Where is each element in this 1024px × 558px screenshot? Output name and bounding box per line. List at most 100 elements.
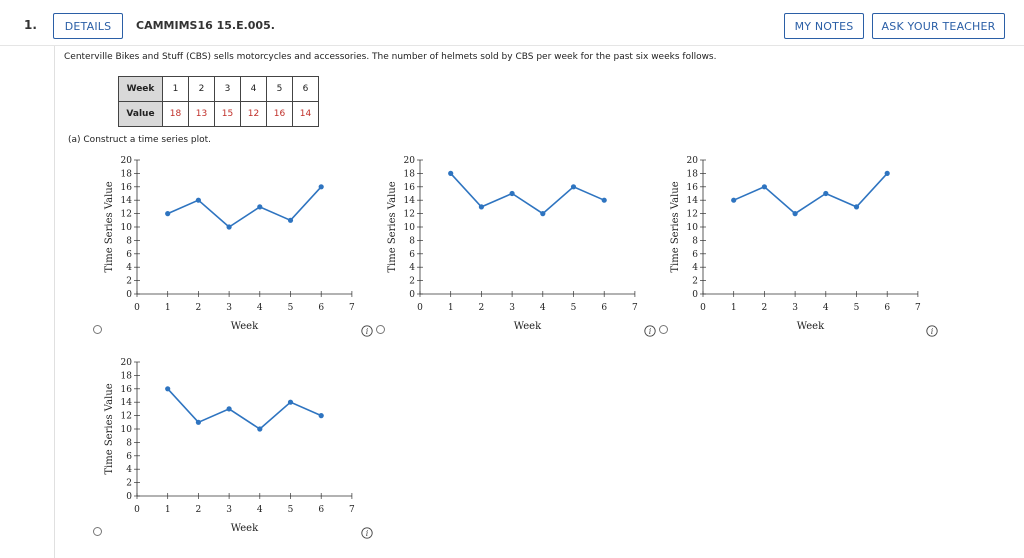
series-line xyxy=(733,172,888,215)
y-tick-label: 10 xyxy=(121,223,133,233)
x-axis-label: Week xyxy=(231,321,259,332)
radio-option-a[interactable] xyxy=(93,325,102,334)
radio-option-c[interactable] xyxy=(659,325,668,334)
y-tick-label: 0 xyxy=(126,492,132,502)
data-point xyxy=(601,197,607,203)
info-icon[interactable]: i xyxy=(644,325,656,337)
table-cell-week: 1 xyxy=(162,76,189,102)
y-tick-label: 0 xyxy=(692,290,698,300)
info-icon[interactable]: i xyxy=(361,325,373,337)
y-tick-label: 8 xyxy=(692,236,698,246)
series-line xyxy=(450,172,605,215)
data-point xyxy=(853,204,860,210)
y-tick-label: 20 xyxy=(121,156,133,166)
y-tick-label: 10 xyxy=(687,223,699,233)
data-point xyxy=(165,386,171,392)
y-tick-label: 2 xyxy=(126,277,132,287)
x-tick-label: 1 xyxy=(165,505,171,515)
question-panel xyxy=(54,46,1017,558)
data-point xyxy=(478,204,484,210)
x-tick-label: 4 xyxy=(823,303,829,313)
data-point xyxy=(165,211,171,217)
y-tick-label: 20 xyxy=(121,358,133,368)
data-point xyxy=(792,211,798,217)
data-point xyxy=(761,184,767,190)
y-tick-label: 6 xyxy=(126,452,132,462)
y-axis-label: Time Series Value xyxy=(104,181,115,272)
data-point xyxy=(731,197,737,203)
y-tick-label: 12 xyxy=(687,210,698,220)
y-tick-label: 8 xyxy=(409,236,415,246)
data-point xyxy=(509,190,515,197)
data-point xyxy=(318,413,324,419)
y-tick-label: 2 xyxy=(692,277,698,287)
question-number: 1. xyxy=(24,18,37,32)
x-tick-label: 3 xyxy=(509,303,515,313)
y-tick-label: 14 xyxy=(121,398,133,408)
table-cell-value: 13 xyxy=(188,101,215,127)
y-tick-label: 16 xyxy=(121,385,133,395)
part-a-prompt: (a) Construct a time series plot. xyxy=(68,135,212,145)
y-axis-label: Time Series Value xyxy=(104,383,115,474)
info-icon[interactable]: i xyxy=(361,527,373,539)
table-cell-week: 6 xyxy=(292,76,319,102)
y-tick-label: 2 xyxy=(126,479,132,489)
y-tick-label: 12 xyxy=(121,210,132,220)
data-point xyxy=(540,211,546,217)
my-notes-button[interactable]: MY NOTES xyxy=(784,13,864,39)
y-tick-label: 8 xyxy=(126,236,132,246)
data-point xyxy=(318,184,324,190)
data-point xyxy=(287,217,294,223)
header-divider xyxy=(0,45,1024,46)
svg-text:i: i xyxy=(366,529,369,538)
x-tick-label: 5 xyxy=(571,303,577,313)
data-point xyxy=(195,197,201,203)
x-tick-label: 2 xyxy=(196,505,202,515)
data-point xyxy=(823,190,829,197)
x-tick-label: 3 xyxy=(226,303,232,313)
data-point xyxy=(570,184,577,190)
table-header-week: Week xyxy=(118,76,163,102)
x-tick-label: 1 xyxy=(731,303,737,313)
svg-text:i: i xyxy=(931,327,934,336)
y-tick-label: 20 xyxy=(687,156,699,166)
svg-text:i: i xyxy=(649,327,652,336)
data-table: Week 1 2 3 4 5 6 Value 18 13 15 12 16 14 xyxy=(118,76,319,127)
table-cell-week: 5 xyxy=(266,76,293,102)
x-tick-label: 3 xyxy=(226,505,232,515)
y-tick-label: 0 xyxy=(409,290,415,300)
y-tick-label: 20 xyxy=(404,156,416,166)
x-tick-label: 4 xyxy=(540,303,546,313)
y-tick-label: 8 xyxy=(126,438,132,448)
x-tick-label: 7 xyxy=(632,303,638,313)
x-axis-label: Week xyxy=(514,321,542,332)
ask-your-teacher-button[interactable]: ASK YOUR TEACHER xyxy=(872,13,1005,39)
problem-code: CAMMIMS16 15.E.005. xyxy=(136,19,275,32)
details-button[interactable]: DETAILS xyxy=(53,13,123,39)
x-tick-label: 7 xyxy=(915,303,921,313)
x-tick-label: 6 xyxy=(318,505,324,515)
y-tick-label: 18 xyxy=(121,371,133,381)
radio-option-d[interactable] xyxy=(93,527,102,536)
y-tick-label: 6 xyxy=(692,250,698,260)
y-tick-label: 12 xyxy=(121,412,132,422)
x-tick-label: 5 xyxy=(854,303,860,313)
info-icon[interactable]: i xyxy=(926,325,938,337)
table-cell-week: 4 xyxy=(240,76,267,102)
table-cell-value: 16 xyxy=(266,101,293,127)
x-tick-label: 4 xyxy=(257,303,263,313)
x-tick-label: 0 xyxy=(700,303,706,313)
radio-option-b[interactable] xyxy=(376,325,385,334)
y-tick-label: 18 xyxy=(687,169,699,179)
y-tick-label: 10 xyxy=(404,223,416,233)
x-axis-label: Week xyxy=(797,321,825,332)
svg-text:i: i xyxy=(366,327,369,336)
table-cell-week: 3 xyxy=(214,76,241,102)
x-tick-label: 1 xyxy=(448,303,454,313)
x-tick-label: 7 xyxy=(349,303,355,313)
x-tick-label: 3 xyxy=(792,303,798,313)
table-cell-value: 12 xyxy=(240,101,267,127)
